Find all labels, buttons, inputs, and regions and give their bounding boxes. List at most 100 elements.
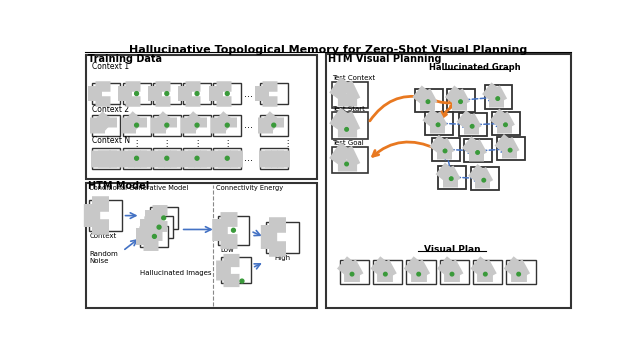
Text: HTM Visual Planning: HTM Visual Planning bbox=[328, 54, 442, 64]
Text: Conditional Generative Model: Conditional Generative Model bbox=[90, 185, 189, 191]
Circle shape bbox=[383, 273, 387, 276]
Text: Test Start: Test Start bbox=[332, 106, 365, 112]
Circle shape bbox=[225, 156, 229, 160]
Ellipse shape bbox=[401, 136, 476, 196]
FancyBboxPatch shape bbox=[440, 259, 469, 284]
Circle shape bbox=[436, 123, 440, 126]
FancyBboxPatch shape bbox=[221, 257, 250, 283]
FancyBboxPatch shape bbox=[153, 148, 180, 169]
Text: Test Context: Test Context bbox=[332, 75, 375, 81]
Text: ⋮: ⋮ bbox=[223, 139, 232, 148]
FancyBboxPatch shape bbox=[92, 115, 120, 136]
FancyBboxPatch shape bbox=[213, 83, 241, 104]
Circle shape bbox=[225, 92, 229, 96]
Circle shape bbox=[508, 148, 512, 152]
Circle shape bbox=[134, 156, 138, 160]
Text: ...: ... bbox=[244, 120, 253, 130]
Ellipse shape bbox=[469, 92, 525, 139]
FancyBboxPatch shape bbox=[497, 137, 525, 160]
FancyBboxPatch shape bbox=[473, 259, 502, 284]
Text: Low: Low bbox=[220, 247, 234, 253]
Text: Visual Plan: Visual Plan bbox=[424, 245, 480, 254]
FancyBboxPatch shape bbox=[123, 148, 150, 169]
FancyBboxPatch shape bbox=[260, 83, 288, 104]
FancyBboxPatch shape bbox=[332, 112, 367, 139]
FancyBboxPatch shape bbox=[492, 112, 520, 135]
Text: Context 1: Context 1 bbox=[92, 62, 129, 71]
Ellipse shape bbox=[474, 152, 527, 192]
Text: ⋮: ⋮ bbox=[284, 139, 292, 148]
Circle shape bbox=[162, 216, 166, 220]
Ellipse shape bbox=[412, 93, 480, 150]
Circle shape bbox=[444, 149, 447, 153]
FancyBboxPatch shape bbox=[465, 139, 492, 162]
Text: ⋮: ⋮ bbox=[193, 139, 201, 148]
Ellipse shape bbox=[440, 176, 495, 218]
FancyBboxPatch shape bbox=[218, 216, 249, 245]
Text: Random
Noise: Random Noise bbox=[90, 251, 118, 264]
FancyBboxPatch shape bbox=[470, 167, 499, 190]
Ellipse shape bbox=[440, 82, 503, 134]
Text: ...: ... bbox=[244, 153, 253, 163]
FancyBboxPatch shape bbox=[183, 83, 211, 104]
Text: Training Data: Training Data bbox=[88, 54, 162, 64]
Text: ...: ... bbox=[244, 89, 253, 98]
FancyBboxPatch shape bbox=[266, 222, 298, 252]
FancyBboxPatch shape bbox=[150, 207, 178, 229]
FancyBboxPatch shape bbox=[484, 85, 513, 109]
Text: High: High bbox=[274, 255, 291, 261]
Circle shape bbox=[134, 123, 138, 127]
Text: Context N: Context N bbox=[92, 136, 131, 144]
FancyBboxPatch shape bbox=[425, 112, 452, 135]
Circle shape bbox=[232, 228, 236, 232]
FancyBboxPatch shape bbox=[332, 147, 367, 173]
Circle shape bbox=[195, 156, 199, 160]
FancyBboxPatch shape bbox=[447, 89, 476, 112]
Text: ⋮: ⋮ bbox=[163, 139, 171, 148]
Text: Hallucinated Graph: Hallucinated Graph bbox=[429, 63, 521, 72]
FancyBboxPatch shape bbox=[373, 259, 403, 284]
Circle shape bbox=[504, 123, 508, 126]
FancyBboxPatch shape bbox=[326, 54, 572, 308]
FancyBboxPatch shape bbox=[90, 200, 122, 231]
Text: Hallucinative Topological Memory for Zero-Shot Visual Planning: Hallucinative Topological Memory for Zer… bbox=[129, 46, 527, 55]
Circle shape bbox=[350, 273, 354, 276]
Ellipse shape bbox=[445, 134, 513, 190]
Text: Connectivity Energy: Connectivity Energy bbox=[216, 185, 283, 191]
Circle shape bbox=[482, 178, 486, 182]
Circle shape bbox=[134, 92, 138, 96]
Circle shape bbox=[165, 156, 169, 160]
Circle shape bbox=[476, 151, 479, 154]
FancyBboxPatch shape bbox=[153, 115, 180, 136]
Text: Context: Context bbox=[90, 233, 116, 239]
FancyBboxPatch shape bbox=[260, 148, 288, 169]
Circle shape bbox=[470, 125, 474, 128]
Circle shape bbox=[345, 127, 348, 131]
Circle shape bbox=[345, 162, 348, 166]
FancyBboxPatch shape bbox=[406, 259, 436, 284]
Circle shape bbox=[225, 123, 229, 127]
FancyBboxPatch shape bbox=[459, 113, 487, 136]
FancyBboxPatch shape bbox=[123, 115, 150, 136]
FancyBboxPatch shape bbox=[213, 115, 241, 136]
FancyBboxPatch shape bbox=[183, 148, 211, 169]
Circle shape bbox=[517, 273, 520, 276]
FancyBboxPatch shape bbox=[86, 55, 317, 179]
FancyBboxPatch shape bbox=[86, 183, 317, 308]
Circle shape bbox=[240, 279, 244, 283]
Text: Test Goal: Test Goal bbox=[332, 140, 364, 146]
FancyBboxPatch shape bbox=[415, 89, 443, 112]
FancyBboxPatch shape bbox=[438, 166, 466, 189]
Circle shape bbox=[157, 225, 161, 229]
Circle shape bbox=[484, 273, 487, 276]
FancyBboxPatch shape bbox=[332, 82, 367, 108]
Circle shape bbox=[165, 123, 169, 127]
Ellipse shape bbox=[420, 158, 477, 203]
FancyBboxPatch shape bbox=[92, 83, 120, 104]
FancyBboxPatch shape bbox=[92, 148, 120, 169]
Circle shape bbox=[496, 97, 499, 100]
FancyBboxPatch shape bbox=[123, 83, 150, 104]
Circle shape bbox=[426, 100, 429, 103]
Ellipse shape bbox=[448, 96, 533, 163]
Circle shape bbox=[459, 100, 462, 103]
